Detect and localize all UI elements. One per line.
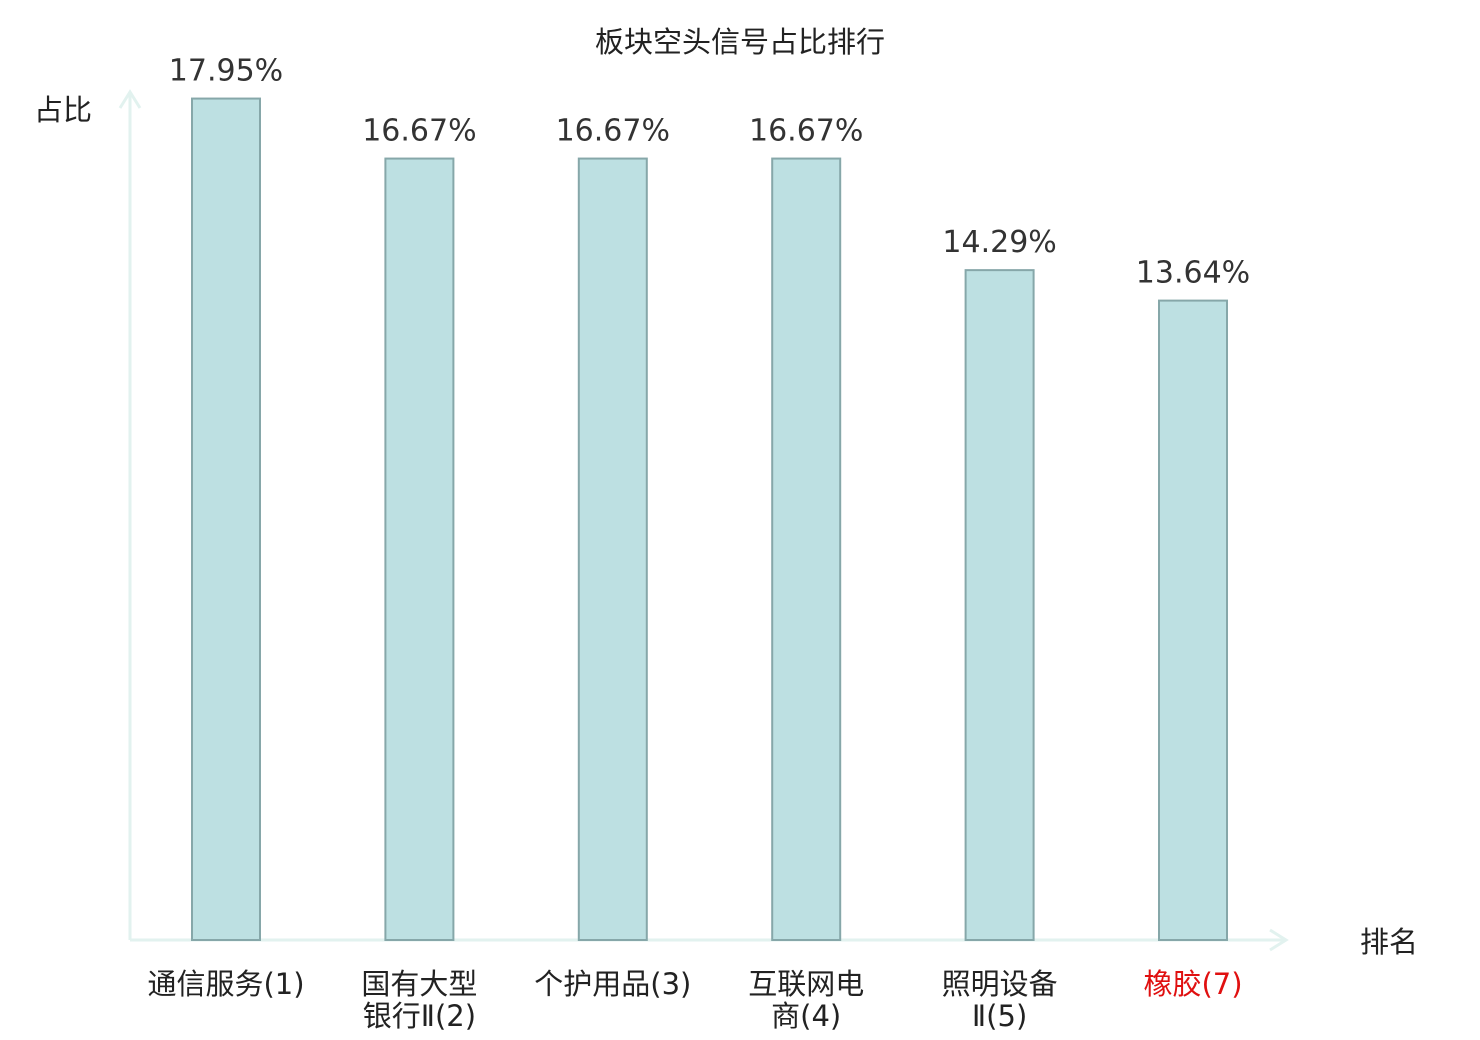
category-label-line: 橡胶(7) <box>1143 967 1242 1001</box>
chart-title: 板块空头信号占比排行 <box>595 25 885 59</box>
x-axis-label: 排名 <box>1360 925 1418 959</box>
category-label-4: 互联网电商(4) <box>748 967 864 1033</box>
category-label-line: 照明设备 <box>942 967 1058 1001</box>
x-axis: 排名 <box>130 925 1418 959</box>
value-label-3: 16.67% <box>556 114 670 149</box>
bar-2 <box>384 157 455 942</box>
category-label-6: 橡胶(7) <box>1143 967 1242 1001</box>
category-label-line: 互联网电 <box>748 967 864 1001</box>
value-label-5: 14.29% <box>942 225 1056 260</box>
bars-group <box>191 97 1228 942</box>
category-label-line: 国有大型 <box>361 967 477 1001</box>
category-label-line: Ⅱ(5) <box>972 999 1027 1033</box>
category-labels-group: 通信服务(1) 国有大型银行Ⅱ(2) 个护用品(3) 互联网电商(4) 照明设备 Ⅱ(5)… <box>147 967 1242 1033</box>
category-label-line: 商(4) <box>771 999 841 1033</box>
value-labels-group: 17.95% 16.67% 16.67% 16.67% 14.29% 13.64% <box>169 54 1250 291</box>
value-label-1: 17.95% <box>169 54 283 89</box>
bar-5 <box>964 269 1035 941</box>
bar-1 <box>191 97 261 941</box>
category-label-line: 个护用品(3) <box>534 967 691 1001</box>
category-label-1: 通信服务(1) <box>147 967 304 1001</box>
category-label-2: 国有大型银行Ⅱ(2) <box>361 967 477 1033</box>
category-label-line: 银行Ⅱ(2) <box>363 999 476 1033</box>
value-label-4: 16.67% <box>749 114 863 149</box>
y-axis: 占比 <box>34 89 142 940</box>
y-axis-label: 占比 <box>34 93 92 127</box>
x-axis-arrow <box>1269 928 1289 952</box>
bar-6 <box>1158 299 1228 941</box>
category-label-5: 照明设备 Ⅱ(5) <box>942 967 1058 1033</box>
bar-3 <box>577 157 648 942</box>
category-label-line: 通信服务(1) <box>147 967 304 1001</box>
value-label-2: 16.67% <box>362 114 476 149</box>
category-label-3: 个护用品(3) <box>534 967 691 1001</box>
y-axis-arrow <box>118 89 142 109</box>
value-label-6: 13.64% <box>1136 256 1250 291</box>
bar-4 <box>771 157 842 942</box>
